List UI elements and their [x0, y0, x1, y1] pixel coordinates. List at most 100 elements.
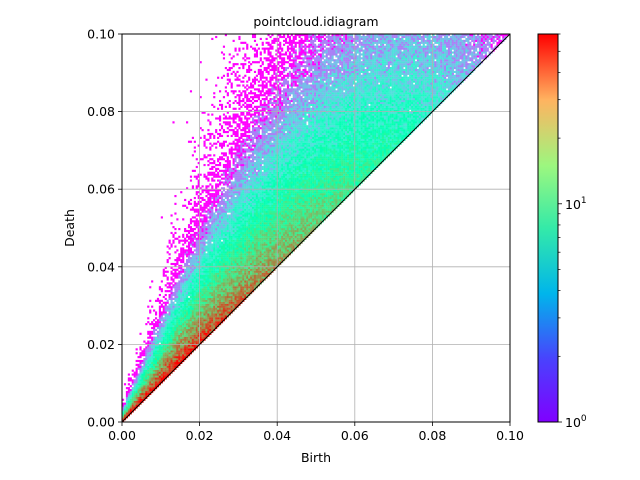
heatmap-cell: [193, 245, 196, 248]
heatmap-cell: [187, 336, 191, 339]
heatmap-cell: [236, 171, 239, 174]
heatmap-cell: [246, 218, 249, 221]
heatmap-cell: [197, 317, 200, 320]
heatmap-cell: [226, 262, 229, 266]
heatmap-cell: [184, 251, 187, 254]
heatmap-cell: [149, 369, 152, 372]
heatmap-cell: [232, 270, 235, 273]
heatmap-cell: [215, 200, 218, 203]
heatmap-cell: [195, 218, 198, 221]
heatmap-cell: [238, 90, 241, 93]
heatmap-cell: [228, 210, 231, 213]
heatmap-cell: [261, 171, 264, 174]
heatmap-cell: [182, 326, 185, 330]
heatmap-cell: [178, 340, 181, 343]
heatmap-cell: [207, 233, 210, 236]
heatmap-cell: [189, 292, 193, 295]
heatmap-cell: [259, 210, 262, 213]
heatmap-cell: [255, 191, 258, 194]
heatmap-cell: [246, 247, 249, 250]
heatmap-cell: [246, 163, 249, 167]
heatmap-cell: [201, 330, 204, 333]
heatmap-cell: [205, 138, 208, 141]
heatmap-cell: [248, 98, 251, 101]
heatmap-cell: [244, 163, 247, 167]
heatmap-cell: [261, 154, 264, 157]
heatmap-cell: [201, 198, 204, 202]
heatmap-cell: [195, 340, 198, 343]
heatmap-cell: [215, 247, 218, 250]
heatmap-cell: [250, 257, 253, 260]
heatmap-cell: [199, 301, 202, 304]
heatmap-cell: [234, 299, 237, 302]
heatmap-cell: [219, 179, 222, 182]
heatmap-cell: [207, 247, 210, 250]
heatmap-cell: [251, 253, 255, 256]
heatmap-cell: [226, 297, 229, 300]
heatmap-cell: [250, 212, 253, 215]
heatmap-cell: [220, 216, 224, 219]
heatmap-cell: [166, 352, 169, 355]
heatmap-cell: [199, 330, 202, 333]
heatmap-cell: [201, 239, 204, 242]
heatmap-cell: [127, 379, 130, 382]
heatmap-cell: [230, 125, 233, 128]
heatmap-cell: [209, 268, 212, 271]
heatmap-cell: [153, 338, 156, 341]
heatmap-cell: [178, 354, 181, 357]
heatmap-cell: [226, 193, 229, 196]
heatmap-cell: [255, 132, 258, 136]
heatmap-cell: [240, 158, 243, 161]
heatmap-cell: [203, 262, 206, 266]
heatmap-cell: [261, 103, 264, 106]
heatmap-cell: [172, 323, 175, 326]
heatmap-cell: [251, 181, 255, 184]
heatmap-cell: [228, 61, 231, 64]
heatmap-cell: [246, 214, 249, 217]
heatmap-cell: [224, 131, 227, 134]
heatmap-cell: [257, 195, 260, 198]
heatmap-cell: [238, 200, 241, 203]
heatmap-cell: [224, 286, 227, 289]
heatmap-cell: [178, 317, 181, 320]
heatmap-cell: [162, 367, 165, 370]
heatmap-cell: [174, 317, 177, 320]
heatmap-cell: [186, 348, 189, 351]
heatmap-cell: [193, 175, 196, 178]
heatmap-cell: [228, 272, 231, 275]
heatmap-cell: [213, 226, 216, 229]
heatmap-cell: [153, 365, 156, 368]
heatmap-cell: [248, 292, 251, 295]
heatmap-cell: [226, 299, 229, 302]
heatmap-cell: [164, 317, 167, 320]
heatmap-cell: [250, 179, 253, 182]
heatmap-cell: [145, 392, 148, 396]
heatmap-cell: [244, 229, 247, 233]
heatmap-cell: [238, 107, 241, 110]
heatmap-cell: [187, 315, 191, 318]
heatmap-cell: [176, 350, 179, 353]
heatmap-cell: [168, 321, 171, 324]
heatmap-cell: [199, 173, 202, 176]
heatmap-cell: [168, 352, 171, 355]
heatmap-cell: [187, 247, 191, 250]
heatmap-cell: [176, 303, 179, 306]
heatmap-cell: [174, 336, 177, 339]
heatmap-cell: [145, 379, 148, 382]
heatmap-cell: [230, 202, 233, 205]
heatmap-cell: [261, 189, 264, 192]
heatmap-cell: [251, 276, 255, 279]
heatmap-cell: [203, 208, 206, 211]
heatmap-cell: [255, 210, 258, 213]
heatmap-cell: [207, 326, 210, 330]
heatmap-cell: [251, 214, 255, 217]
heatmap-cell: [168, 313, 171, 316]
heatmap-cell: [189, 179, 193, 182]
heatmap-cell: [197, 319, 200, 322]
heatmap-cell: [122, 416, 125, 419]
heatmap-cell: [154, 371, 158, 374]
heatmap-cell: [166, 354, 169, 357]
heatmap-cell: [234, 171, 237, 174]
heatmap-cell: [170, 272, 173, 275]
heatmap-cell: [228, 117, 231, 120]
